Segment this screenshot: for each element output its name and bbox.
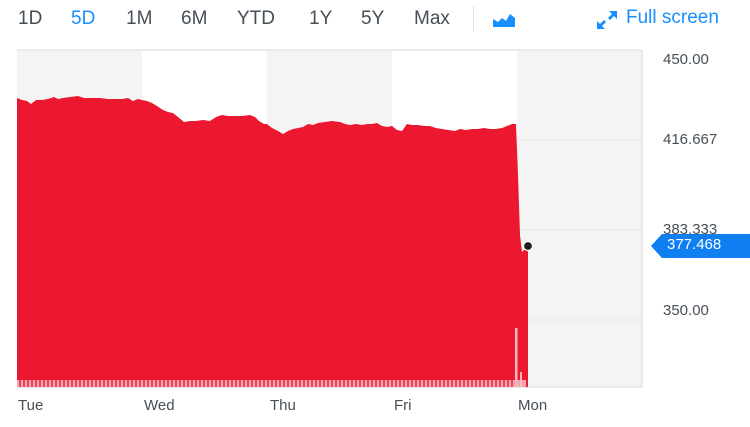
band-mon	[517, 50, 642, 387]
chart-toolbar: 1D 5D 1M 6M YTD 1Y 5Y Max Full screen	[0, 0, 750, 40]
range-5d-button[interactable]: 5D	[71, 8, 96, 29]
y-tick-416: 416.667	[663, 131, 718, 148]
range-5y-button[interactable]: 5Y	[361, 8, 385, 29]
x-tick-mon: Mon	[518, 397, 548, 414]
fullscreen-label: Full screen	[626, 7, 719, 28]
volume-bar	[520, 372, 522, 387]
y-tick-450: 450.00	[663, 51, 709, 68]
price-area	[17, 96, 528, 387]
x-tick-wed: Wed	[144, 397, 175, 414]
range-6m-button[interactable]: 6M	[181, 8, 208, 29]
price-tag-shape	[651, 234, 750, 258]
current-price-tag: 377.468	[651, 233, 750, 258]
y-tick-383: 383.333	[663, 221, 718, 238]
area-chart-icon	[493, 14, 515, 27]
chart-type-button[interactable]	[492, 10, 516, 28]
current-price-value: 377.468	[667, 236, 722, 253]
range-max-button[interactable]: Max	[414, 8, 450, 29]
x-tick-fri: Fri	[394, 397, 412, 414]
expand-arrows-icon	[597, 11, 617, 29]
volume-separators	[19, 380, 513, 387]
volume-spike	[515, 328, 518, 387]
last-price-dot	[522, 240, 534, 252]
x-tick-tue: Tue	[18, 397, 44, 414]
x-tick-thu: Thu	[270, 397, 296, 414]
range-1m-button[interactable]: 1M	[126, 8, 153, 29]
range-1y-button[interactable]: 1Y	[309, 8, 333, 29]
range-ytd-button[interactable]: YTD	[237, 8, 275, 29]
y-tick-350: 350.00	[663, 302, 709, 319]
toolbar-divider	[473, 6, 474, 32]
range-1d-button[interactable]: 1D	[18, 8, 43, 29]
